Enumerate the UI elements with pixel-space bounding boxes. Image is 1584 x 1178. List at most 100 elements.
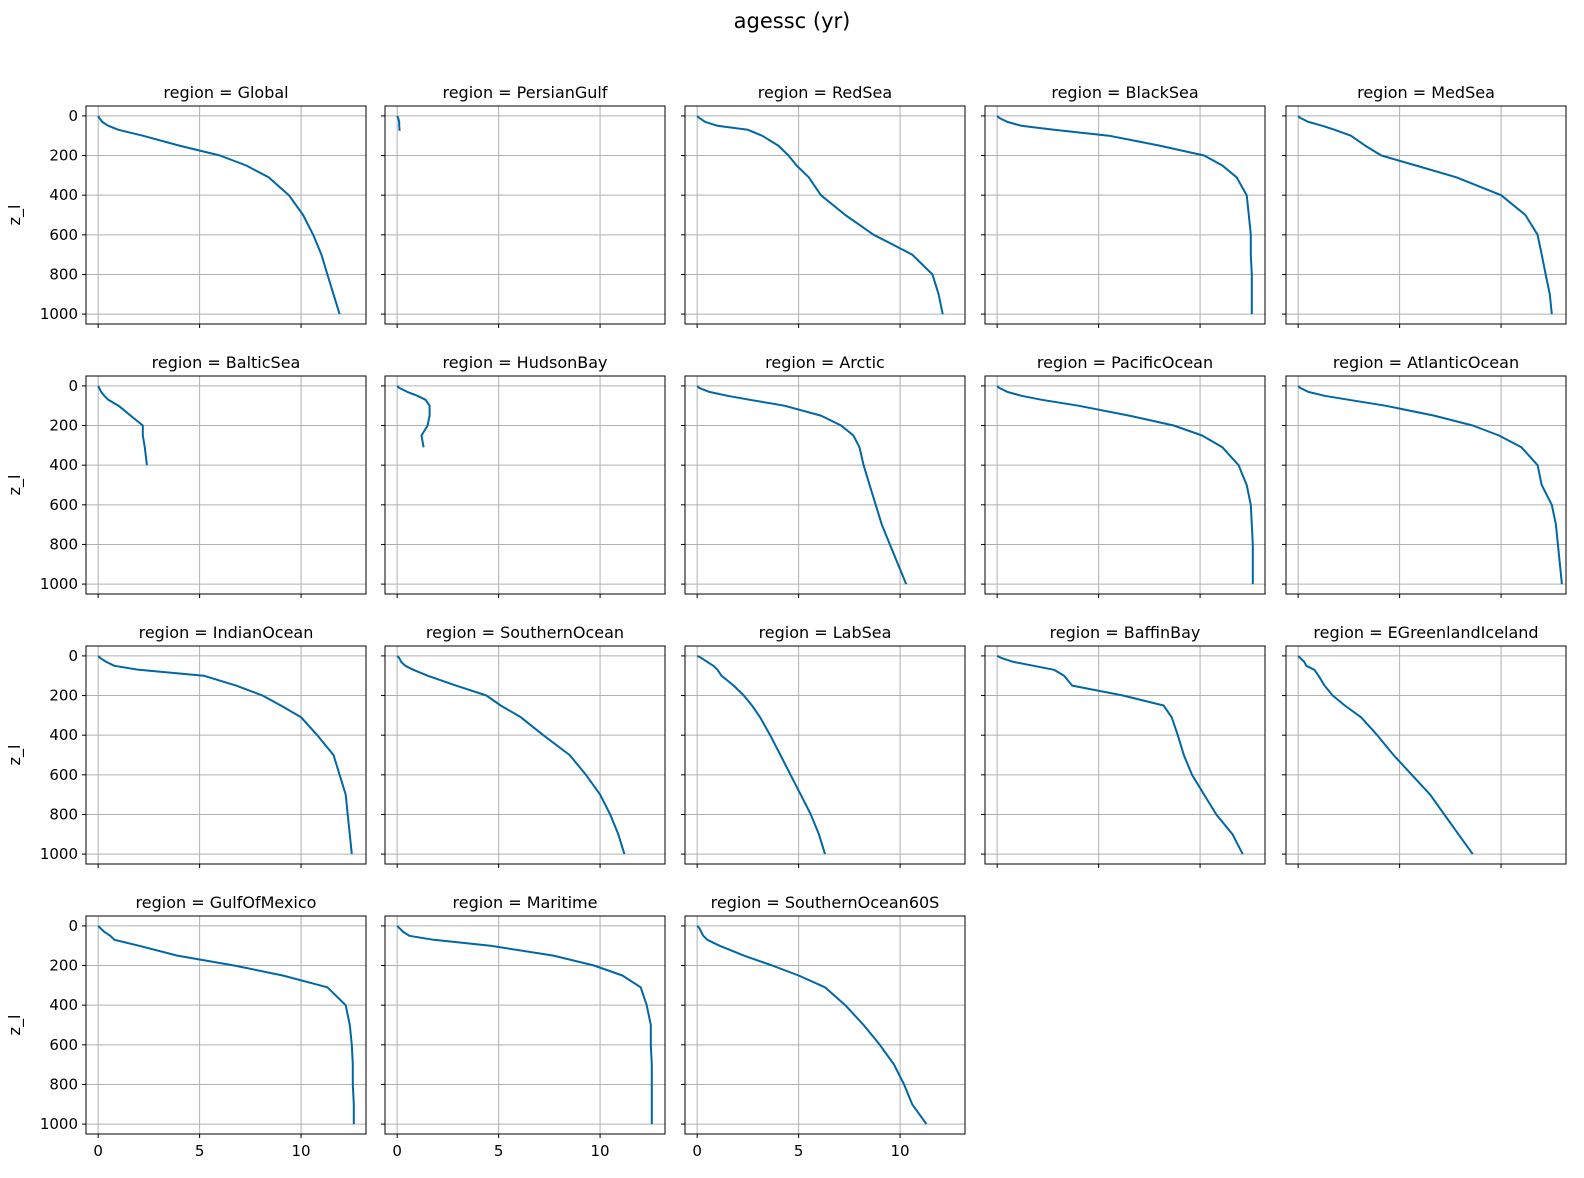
series-line: [696, 115, 944, 315]
y-tick-label: 0: [68, 917, 78, 935]
series-line: [396, 115, 401, 131]
panel-title: region = RedSea: [758, 83, 892, 102]
series-line: [1297, 655, 1474, 855]
panel-title: region = LabSea: [759, 623, 892, 642]
panel-title: region = BlackSea: [1051, 83, 1198, 102]
y-tick-label: 400: [49, 456, 78, 474]
y-tick-label: 1000: [40, 575, 78, 593]
x-tick-label: 5: [195, 1142, 205, 1160]
series-line: [396, 925, 653, 1125]
x-tick-label: 10: [292, 1142, 311, 1160]
panel-grid: region = Global02004006008001000z_lregio…: [5, 83, 1567, 1160]
axes-frame: [384, 915, 666, 1135]
x-tick-label: 0: [692, 1142, 702, 1160]
axes-frame: [384, 645, 666, 865]
panel: region = RedSea: [681, 83, 966, 328]
series-line: [97, 655, 353, 855]
series-line: [696, 925, 928, 1125]
x-tick-label: 0: [93, 1142, 103, 1160]
axes-frame: [85, 375, 367, 595]
y-tick-label: 1000: [40, 845, 78, 863]
series-line: [97, 115, 341, 315]
panel: region = AtlanticOcean: [1282, 353, 1567, 598]
panel: region = BaffinBay: [981, 623, 1266, 868]
panel-title: region = Maritime: [453, 893, 598, 912]
axes-frame: [85, 915, 367, 1135]
series-line: [996, 115, 1253, 315]
panel: region = BalticSea 0 200 400 600 800 1000 z_l: [5, 353, 367, 598]
series-line: [696, 655, 826, 855]
series-line: [996, 385, 1254, 585]
axes-frame: [85, 645, 367, 865]
y-tick-label: 800: [49, 265, 78, 283]
series-line: [1297, 115, 1553, 315]
series-line: [396, 385, 431, 448]
panel: region = Global 0 200 400 600 800 1000 z_l: [5, 83, 367, 328]
y-tick-label: 600: [49, 496, 78, 514]
panel: region = BlackSea: [981, 83, 1266, 328]
panel-title: region = IndianOcean: [139, 623, 314, 642]
series-line: [97, 385, 148, 466]
panel-title: region = MedSea: [1357, 83, 1495, 102]
y-tick-label: 0: [68, 647, 78, 665]
panel-title: region = Global: [163, 83, 288, 102]
panel: region = SouthernOcean60S 0 5 10: [681, 893, 966, 1160]
panel-title: region = PersianGulf: [442, 83, 607, 102]
x-tick-label: 10: [891, 1142, 910, 1160]
axes-frame: [684, 645, 966, 865]
panel-title: region = EGreenlandIceland: [1313, 623, 1538, 642]
y-axis-label: z_l: [5, 1015, 25, 1036]
series-line: [996, 655, 1244, 855]
panel-title: region = AtlanticOcean: [1333, 353, 1519, 372]
series-line: [396, 655, 626, 855]
axes-frame: [684, 105, 966, 325]
series-line: [97, 925, 355, 1125]
axes-frame: [384, 375, 666, 595]
y-tick-label: 400: [49, 996, 78, 1014]
axes-frame: [1285, 375, 1567, 595]
y-tick-label: 200: [49, 147, 78, 165]
y-tick-label: 400: [49, 186, 78, 204]
panel: region = MedSea: [1282, 83, 1567, 328]
y-tick-label: 800: [49, 805, 78, 823]
series-line: [1297, 385, 1563, 585]
x-tick-label: 5: [494, 1142, 504, 1160]
y-axis-label: z_l: [5, 475, 25, 496]
panel: region = GulfOfMexico 0 200 400 600 800 1000 0 5…: [5, 893, 367, 1160]
panel-title: region = SouthernOcean: [426, 623, 624, 642]
axes-frame: [984, 375, 1266, 595]
y-tick-label: 200: [49, 687, 78, 705]
y-tick-label: 1000: [40, 305, 78, 323]
panel: region = Maritime 0 5 10: [381, 893, 666, 1160]
panel: region = PacificOcean: [981, 353, 1266, 598]
y-tick-label: 400: [49, 726, 78, 744]
axes-frame: [984, 645, 1266, 865]
panel-title: region = BaffinBay: [1050, 623, 1201, 642]
y-tick-label: 0: [68, 377, 78, 395]
panel: region = Arctic: [681, 353, 966, 598]
panel: region = HudsonBay: [381, 353, 666, 598]
panel-title: region = SouthernOcean60S: [711, 893, 940, 912]
y-tick-label: 200: [49, 417, 78, 435]
axes-frame: [684, 375, 966, 595]
y-axis-label: z_l: [5, 745, 25, 766]
panel-title: region = Arctic: [765, 353, 885, 372]
y-tick-label: 0: [68, 107, 78, 125]
y-tick-label: 1000: [40, 1115, 78, 1133]
panel-title: region = GulfOfMexico: [136, 893, 317, 912]
panel: region = EGreenlandIceland: [1282, 623, 1567, 868]
axes-frame: [384, 105, 666, 325]
axes-frame: [1285, 645, 1567, 865]
panel: region = LabSea: [681, 623, 966, 868]
axes-frame: [1285, 105, 1567, 325]
axes-frame: [85, 105, 367, 325]
y-tick-label: 800: [49, 535, 78, 553]
y-tick-label: 600: [49, 226, 78, 244]
axes-frame: [984, 105, 1266, 325]
panel: region = SouthernOcean: [381, 623, 666, 868]
x-tick-label: 5: [794, 1142, 804, 1160]
y-tick-label: 600: [49, 766, 78, 784]
panel-title: region = PacificOcean: [1037, 353, 1213, 372]
figure-title: agessc (yr): [734, 9, 851, 33]
